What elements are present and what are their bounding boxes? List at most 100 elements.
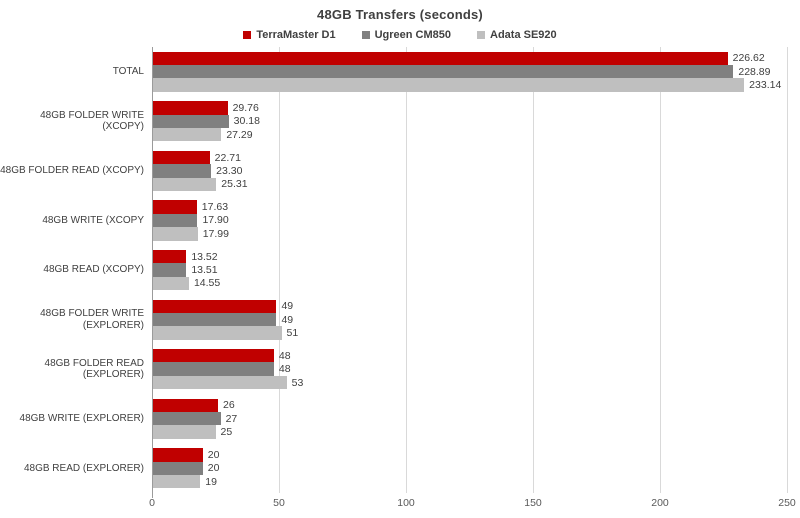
bar-line: 233.14 (152, 78, 787, 92)
bar-line: 19 (152, 474, 787, 489)
plot-grid: TOTAL 48GB FOLDER WRITE (XCOPY) 48GB FOLDE… (0, 47, 788, 498)
bar (152, 299, 277, 313)
value-label: 20 (207, 448, 220, 461)
x-tick-label: 100 (397, 497, 415, 509)
value-label: 25.31 (221, 178, 248, 191)
value-label: 30.18 (233, 115, 260, 128)
bar-line: 226.62 (152, 51, 787, 66)
bar-group: 48 48 53 (152, 344, 787, 394)
value-label: 22.71 (214, 151, 241, 164)
category-label: TOTAL (112, 66, 144, 78)
bar-line: 25.31 (152, 177, 787, 191)
bar-line: 13.51 (152, 263, 787, 277)
bar (152, 461, 203, 475)
bar-line: 14.55 (152, 276, 787, 291)
legend-swatch-icon (361, 31, 370, 39)
legend-item: Adata SE920 (477, 29, 557, 41)
legend-label: TerraMaster D1 (256, 29, 336, 41)
bar-chart: 48GB Transfers (seconds) TerraMaster D1 U… (0, 7, 800, 518)
value-label: 13.51 (191, 264, 218, 277)
value-label: 23.30 (216, 164, 243, 177)
value-label: 49 (281, 313, 294, 326)
bar (152, 263, 187, 277)
x-tick-label: 0 (149, 497, 155, 509)
value-label: 48 (278, 349, 291, 362)
bar-line: 30.18 (152, 114, 787, 129)
bar (152, 78, 745, 92)
bar-line: 49 (152, 312, 787, 327)
bar (152, 425, 216, 439)
legend-swatch-icon (243, 31, 252, 39)
x-tick-label: 150 (524, 497, 542, 509)
bar-line: 48 (152, 362, 787, 376)
plot-area: 226.62 228.89 233.14 29.76 30.18 27.29 22.71 23… (151, 47, 788, 498)
value-label: 53 (291, 376, 304, 389)
bar-line: 27 (152, 412, 787, 426)
value-label: 228.89 (738, 65, 771, 78)
value-label: 27.29 (226, 128, 253, 141)
bar (152, 51, 728, 66)
bar (152, 448, 203, 462)
bar-rows: 226.62 228.89 233.14 29.76 30.18 27.29 22.71 23… (152, 47, 787, 493)
bar-line: 49 (152, 299, 787, 313)
bar-group: 22.71 23.30 25.31 (152, 146, 787, 196)
gridline (786, 47, 788, 493)
legend-label: Ugreen CM850 (374, 29, 452, 41)
category-label: 48GB FOLDER WRITE (EXPLORER) (40, 308, 144, 331)
bar-line: 26 (152, 398, 787, 413)
value-label: 51 (286, 326, 299, 339)
bar (152, 276, 189, 291)
value-label: 27 (225, 412, 238, 425)
bar-line: 17.90 (152, 213, 787, 228)
legend-swatch-icon (477, 31, 486, 39)
bar (152, 474, 201, 489)
bar-line: 20 (152, 448, 787, 462)
bar (152, 177, 217, 191)
bar-group: 17.63 17.90 17.99 (152, 196, 787, 246)
category-label: 48GB FOLDER READ (EXPLORER) (44, 357, 144, 381)
bar-line: 27.29 (152, 128, 787, 142)
x-axis: 0 50 100 150 200 250 (149, 493, 796, 511)
bar-line: 20 (152, 461, 787, 475)
gridline (405, 47, 407, 493)
bar (152, 326, 282, 340)
bar-group: 29.76 30.18 27.29 (152, 97, 787, 147)
value-label: 19 (205, 475, 217, 488)
bar (152, 227, 198, 241)
bar-line: 29.76 (152, 101, 787, 115)
bar (152, 398, 219, 413)
x-tick-label: 50 (273, 497, 285, 509)
bar-line: 13.52 (152, 249, 787, 264)
bar-line: 22.71 (152, 150, 787, 165)
value-label: 13.52 (191, 250, 218, 263)
bar-line: 228.89 (152, 65, 787, 79)
value-label: 20 (207, 462, 220, 475)
legend-item: Ugreen CM850 (361, 29, 452, 41)
bar-line: 23.30 (152, 164, 787, 178)
bar-group: 20 20 19 (152, 444, 787, 494)
category-label: 48GB WRITE (EXPLORER) (19, 412, 144, 424)
bar (152, 375, 287, 390)
gridline (278, 47, 280, 493)
bar (152, 200, 197, 214)
legend-item: TerraMaster D1 (243, 29, 336, 41)
x-tick-label: 200 (651, 497, 669, 509)
value-label: 14.55 (193, 277, 221, 290)
category-axis: TOTAL 48GB FOLDER WRITE (XCOPY) 48GB FOLDE… (0, 47, 152, 493)
bar (152, 349, 274, 363)
bar (152, 150, 210, 165)
value-label: 233.14 (749, 79, 782, 92)
chart-legend: TerraMaster D1 Ugreen CM850 Adata SE920 (0, 29, 800, 41)
bar (152, 412, 221, 426)
bar-line: 17.63 (152, 200, 787, 214)
bar (152, 249, 187, 264)
bar-group: 13.52 13.51 14.55 (152, 245, 787, 295)
legend-label: Adata SE920 (490, 29, 557, 41)
gridline (532, 47, 534, 493)
value-label: 226.62 (732, 52, 765, 65)
bar (152, 128, 222, 142)
bar (152, 312, 277, 327)
bar (152, 164, 212, 178)
bar-line: 51 (152, 326, 787, 340)
chart-title: 48GB Transfers (seconds) (317, 7, 483, 22)
